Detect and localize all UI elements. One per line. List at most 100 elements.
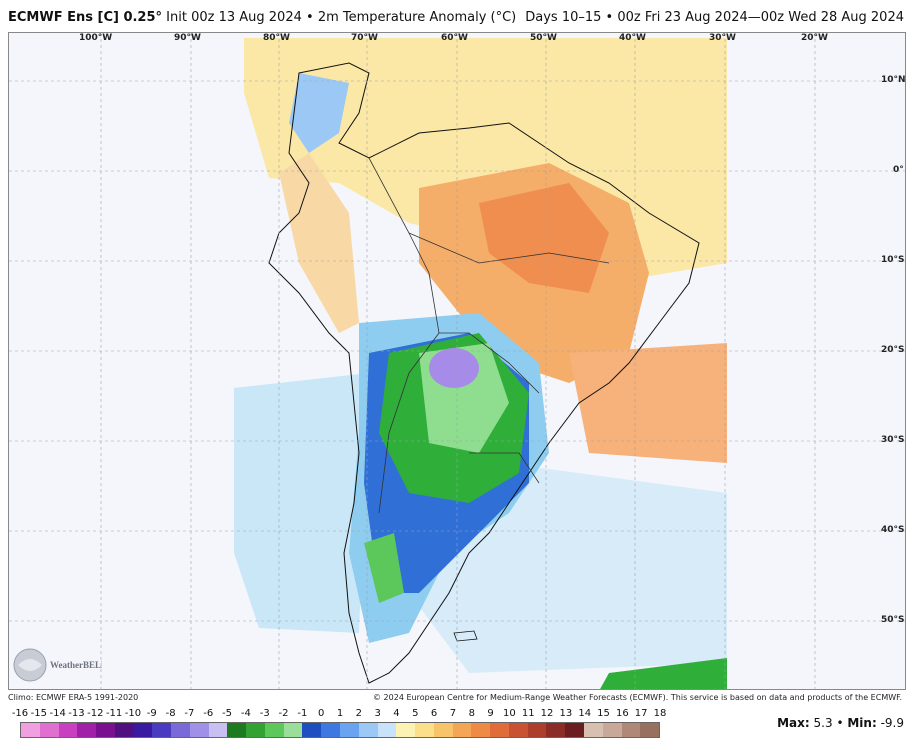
header: ECMWF Ens [C] 0.25° Init 00z 13 Aug 2024…: [0, 0, 914, 32]
continent-outline: [268, 62, 700, 684]
colorbar-swatch: [39, 723, 59, 737]
colorbar-swatch: [640, 723, 660, 737]
colorbar-tick-label: -6: [203, 708, 214, 719]
stats-separator: •: [836, 716, 844, 730]
colorbar-swatch: [621, 723, 641, 737]
colorbar-swatch: [227, 723, 247, 737]
colorbar-tick-label: 6: [430, 708, 438, 719]
colorbar-swatches: [20, 722, 660, 738]
colorbar-tick-label: 14: [578, 708, 592, 719]
colorbar-swatch: [546, 723, 566, 737]
colorbar-tick-label: -13: [68, 708, 85, 719]
colorbar-tick-label: 5: [412, 708, 419, 719]
colorbar-swatch: [433, 723, 453, 737]
colorbar-swatch: [96, 723, 115, 737]
colorbar-tick-label: -7: [184, 708, 195, 719]
lon-label: 20°W: [801, 33, 828, 43]
lon-label: 40°W: [619, 33, 646, 43]
lon-label: 60°W: [441, 33, 468, 43]
colorbar-swatch: [321, 723, 341, 737]
copyright-credit: © 2024 European Centre for Medium-Range …: [373, 693, 902, 702]
antarctic-green-patch: [600, 658, 727, 689]
colorbar-tick-label: 3: [374, 708, 381, 719]
colorbar-tick-label: 17: [634, 708, 648, 719]
lon-label: 80°W: [263, 33, 290, 43]
colorbar-swatch: [340, 723, 359, 737]
field-name: 2m Temperature Anomaly (°C): [317, 10, 517, 25]
lon-label: 100°W: [79, 33, 113, 43]
colorbar-tick-label: -12: [87, 708, 104, 719]
valid-period: Days 10–15 • 00z Fri 23 Aug 2024—00z Wed…: [525, 10, 904, 25]
brazil-strongest-warm: [479, 183, 609, 293]
model-name: ECMWF Ens [C] 0.25°: [8, 10, 163, 25]
colorbar-tick-label: 4: [393, 708, 400, 719]
lon-label: 70°W: [351, 33, 378, 43]
colorbar-swatch: [152, 723, 172, 737]
lat-label: 20°S: [881, 345, 905, 355]
climo-credit: Climo: ECMWF ERA-5 1991-2020: [8, 693, 139, 702]
logo-icon: WeatherBELL: [13, 648, 107, 682]
colorbar-swatch: [246, 723, 265, 737]
colorbar-tick-label: -16: [11, 708, 29, 719]
lon-label: 50°W: [530, 33, 557, 43]
colorbar-tick-label: 13: [559, 708, 573, 719]
lat-label: 10°S: [881, 255, 905, 265]
colorbar-tick-label: 16: [615, 708, 629, 719]
colorbar-tick-label: -9: [146, 708, 157, 719]
map-title: ECMWF Ens [C] 0.25° Init 00z 13 Aug 2024…: [8, 10, 516, 25]
min-value: -9.9: [880, 716, 904, 730]
graticule: [9, 33, 905, 689]
atlantic-warm-anomaly: [569, 343, 727, 463]
colorbar-swatch: [565, 723, 584, 737]
colorbar-tick-label: -1: [297, 708, 308, 719]
max-min-stats: Max: 5.3 • Min: -9.9: [777, 716, 904, 730]
colorbar-swatch: [358, 723, 378, 737]
lat-label: 50°S: [881, 615, 905, 625]
colorbar-tick-label: 11: [521, 708, 535, 719]
title-separator: •: [306, 10, 314, 25]
andes-warm-strip: [279, 153, 359, 333]
max-label: Max:: [777, 716, 810, 730]
colorbar-swatch: [208, 723, 228, 737]
colorbar-swatch: [302, 723, 322, 737]
colorbar-labels: -16 -15 -14 -13 -12 -11 -10 -9 -8 -7 -6 -5 -4 -3 -2 -1 0…: [12, 708, 667, 720]
country-borders-3: [378, 332, 440, 514]
colorbar-swatch: [77, 723, 97, 737]
colorbar-tick-label: 2: [355, 708, 362, 719]
max-value: 5.3: [813, 716, 833, 730]
country-borders-4: [469, 452, 540, 484]
colorbar-swatch: [377, 723, 397, 737]
colorbar-tick-label: 12: [540, 708, 554, 719]
colorbar-tick-label: 0: [317, 708, 325, 719]
colorbar-swatch: [21, 723, 40, 737]
central-america-cool: [289, 73, 349, 153]
colorbar-swatch: [58, 723, 78, 737]
colorbar-tick-label: 18: [653, 708, 667, 719]
colorbar-tick-label: -11: [105, 708, 123, 719]
weatherbell-logo: WeatherBELL: [12, 645, 107, 685]
temperature-anomaly-map: [9, 33, 905, 689]
colorbar-swatch: [527, 723, 547, 737]
colorbar-tick-label: 9: [487, 708, 494, 719]
svg-text:WeatherBELL: WeatherBELL: [50, 660, 102, 670]
country-borders-2: [408, 232, 610, 264]
colorbar-tick-label: 1: [336, 708, 344, 719]
colorbar-tick-label: -14: [49, 708, 66, 719]
pacific-cool-field: [234, 373, 369, 633]
colorbar-tick-label: -3: [259, 708, 270, 719]
colorbar-swatch: [264, 723, 284, 737]
colorbar-swatch: [471, 723, 491, 737]
colorbar-swatch: [283, 723, 303, 737]
colorbar-tick-label: -15: [30, 708, 47, 719]
colorbar: -16 -15 -14 -13 -12 -11 -10 -9 -8 -7 -6 -5 -4 -3 -2 -1 0…: [12, 708, 667, 738]
lat-label: 0°: [893, 165, 904, 175]
colorbar-swatch: [396, 723, 416, 737]
lon-label: 90°W: [174, 33, 201, 43]
init-time: Init 00z 13 Aug 2024: [166, 10, 302, 25]
colorbar-tick-label: -2: [278, 708, 289, 719]
colorbar-swatch: [490, 723, 509, 737]
colorbar-tick-label: 15: [597, 708, 610, 719]
credits: Climo: ECMWF ERA-5 1991-2020 © 2024 Euro…: [8, 692, 906, 706]
colorbar-tick-label: 10: [503, 708, 516, 719]
colorbar-swatch: [133, 723, 153, 737]
